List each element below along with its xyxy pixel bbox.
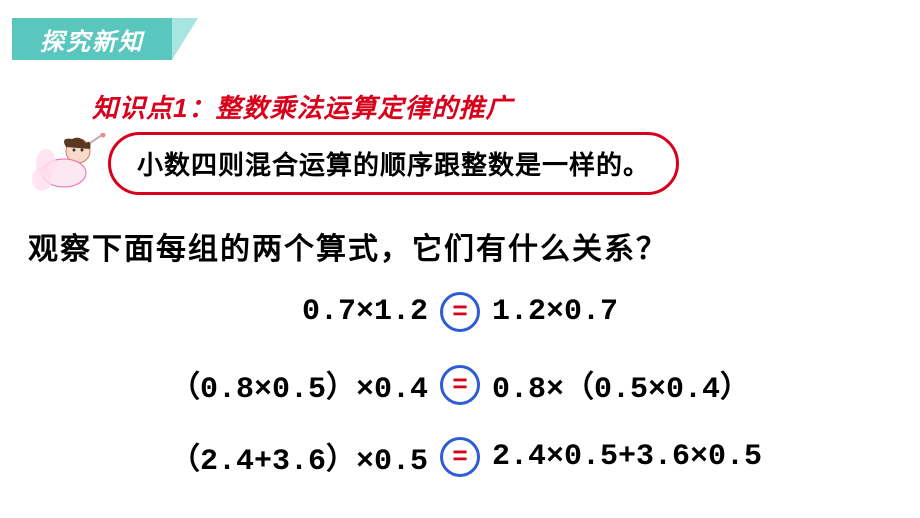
- equals-circle-icon: =: [440, 437, 480, 477]
- equals-circle-icon: =: [440, 365, 480, 405]
- section-tab-label: 探究新知: [40, 22, 144, 57]
- section-header: 探究新知: [12, 18, 198, 60]
- equation-lhs: 0.7×1.2: [110, 295, 440, 329]
- question-text: 观察下面每组的两个算式，它们有什么关系？: [28, 224, 892, 268]
- speech-bubble-row: 小数四则混合运算的顺序跟整数是一样的。: [28, 132, 679, 195]
- fairy-icon: [28, 133, 108, 195]
- knowledge-point-title: 知识点1：整数乘法运算定律的推广: [92, 88, 512, 125]
- equation-row-2: （0.8×0.5）×0.4 = 0.8×（0.5×0.4）: [0, 362, 920, 407]
- equation-row-3: （2.4+3.6）×0.5 = 2.4×0.5+3.6×0.5: [0, 434, 920, 479]
- speech-bubble: 小数四则混合运算的顺序跟整数是一样的。: [108, 132, 679, 195]
- equation-rhs: 1.2×0.7: [480, 295, 810, 329]
- equation-lhs: （0.8×0.5）×0.4: [110, 362, 440, 407]
- section-tab: 探究新知: [12, 18, 172, 60]
- equation-lhs: （2.4+3.6）×0.5: [110, 434, 440, 479]
- equation-rhs: 2.4×0.5+3.6×0.5: [480, 440, 810, 474]
- equation-row-1: 0.7×1.2 = 1.2×0.7: [0, 292, 920, 332]
- equals-circle-icon: =: [440, 292, 480, 332]
- equation-rhs: 0.8×（0.5×0.4）: [480, 362, 810, 407]
- tab-triangle-decoration: [172, 18, 198, 60]
- speech-bubble-text: 小数四则混合运算的顺序跟整数是一样的。: [137, 150, 650, 180]
